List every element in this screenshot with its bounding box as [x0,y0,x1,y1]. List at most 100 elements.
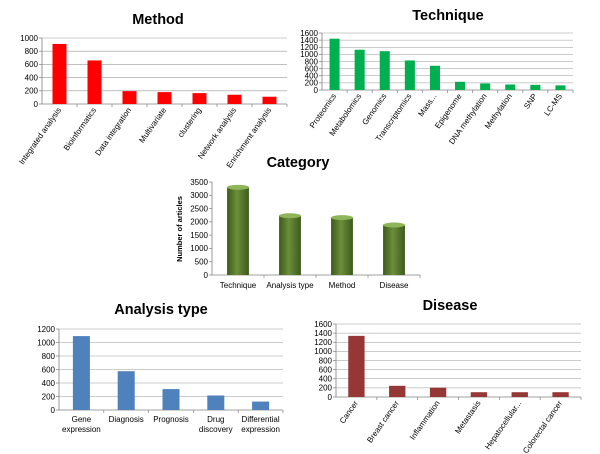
disease-category-label: Breast cancer [365,399,401,445]
analysis-ytick-label: 200 [42,392,56,401]
analysis-ytick-label: 400 [42,379,56,388]
disease-bar [552,392,569,397]
technique-chart-plot: 02004006008001000120014001600ProteomicsM… [300,29,574,146]
category-ytick-label: 1000 [190,244,208,253]
technique-bar [530,84,541,90]
disease-category-label: Metastasis [453,399,482,435]
technique-ytick-label: 400 [305,72,319,81]
analysis-category-label: Drug [207,415,224,424]
analysis-chart: Analysis type 020040060080010001200Genee… [37,302,284,434]
disease-bar [511,392,528,397]
disease-chart-title: Disease [423,298,478,314]
technique-bar [429,65,440,90]
analysis-category-label: discovery [199,425,233,434]
category-bar [383,225,405,275]
method-ytick-label: 1000 [20,34,38,43]
technique-category-label: LC-MS [542,92,564,118]
technique-ytick-label: 600 [305,64,319,73]
category-bar [227,187,249,275]
method-ytick-label: 400 [25,73,39,82]
method-bar [192,93,207,104]
analysis-ytick-label: 1200 [37,325,55,334]
disease-ytick-label: 1200 [314,338,332,347]
method-category-label: Integrated analysis [17,106,63,166]
analysis-ytick-label: 600 [42,365,56,374]
category-category-label: Analysis type [266,281,314,290]
method-ytick-label: 200 [25,87,39,96]
analysis-chart-plot: 020040060080010001200GeneexpressionDiagn… [37,325,284,434]
category-ytick-label: 2500 [190,204,208,213]
category-bar-cap [331,215,353,221]
method-ytick-label: 600 [25,60,39,69]
analysis-category-label: expression [62,425,101,434]
method-bar [262,96,277,104]
technique-category-label: SNP [522,92,539,111]
method-category-label: clustering [176,106,203,139]
technique-chart-title: Technique [412,8,483,24]
disease-bar [389,385,406,397]
method-ytick-label: 800 [25,47,39,56]
category-bar-cap [279,213,301,219]
category-bar [279,215,301,275]
method-bar [122,91,137,104]
disease-ytick-label: 1000 [314,347,332,356]
method-bar [227,94,242,104]
analysis-chart-title: Analysis type [114,302,208,318]
disease-bar [470,392,488,397]
method-chart-title: Method [132,12,184,28]
technique-bar [404,60,415,90]
disease-ytick-label: 600 [319,365,333,374]
analysis-category-label: expression [241,425,280,434]
method-category-label: Data integration [93,106,133,157]
category-ytick-label: 0 [204,271,209,280]
analysis-bar [117,371,135,410]
category-chart-ylabel: Number of articles [175,196,184,262]
category-ytick-label: 3000 [190,191,208,200]
technique-ytick-label: 1000 [300,50,318,59]
technique-bar [354,49,365,90]
technique-bar [505,84,516,90]
method-chart-plot: 0 200 400 600 800 1000 Integrated analysisBioi… [17,34,288,170]
disease-category-label: Inflammation [408,399,442,442]
analysis-category-label: Prognosis [153,415,189,424]
technique-ytick-label: 200 [305,79,319,88]
technique-ytick-label: 800 [305,57,319,66]
category-category-label: Technique [220,281,257,290]
method-chart: Method 0 200 400 600 800 1000 Integrated analy… [17,12,288,170]
analysis-ytick-label: 800 [42,352,56,361]
technique-bar [480,83,491,90]
method-bar [157,92,172,104]
technique-ytick-label: 1200 [300,43,318,52]
technique-bar [379,51,390,90]
analysis-bar [72,336,90,410]
analysis-category-label: Diagnosis [109,415,144,424]
method-ytick-label: 0 [34,100,39,109]
technique-bar [455,81,466,90]
category-ytick-label: 1500 [190,231,208,240]
category-chart-plot: 0 500 1000 1500 2000 2500 3000 3500 Technique Ana… [190,178,421,290]
analysis-category-label: Gene [72,415,92,424]
technique-chart: Technique 02004006008001000120014001600P… [300,8,574,146]
technique-bar [329,38,340,90]
analysis-bar [162,389,180,410]
method-category-label: Network analysis [196,106,238,161]
disease-ytick-label: 400 [319,375,333,384]
disease-category-label: Hepatocellular... [483,399,523,451]
category-ytick-label: 3500 [190,178,208,187]
technique-bar [555,85,566,90]
disease-ytick-label: 1600 [314,320,332,329]
disease-ytick-label: 1400 [314,329,332,338]
category-category-label: Disease [380,281,409,290]
disease-bar [429,387,447,397]
category-category-label: Method [329,281,356,290]
method-bar [52,43,67,104]
disease-bar [348,335,365,397]
disease-ytick-label: 800 [319,356,333,365]
disease-ytick-label: 200 [319,384,333,393]
analysis-ytick-label: 0 [51,406,56,415]
analysis-category-label: Differential [242,415,280,424]
method-bar [87,60,102,104]
